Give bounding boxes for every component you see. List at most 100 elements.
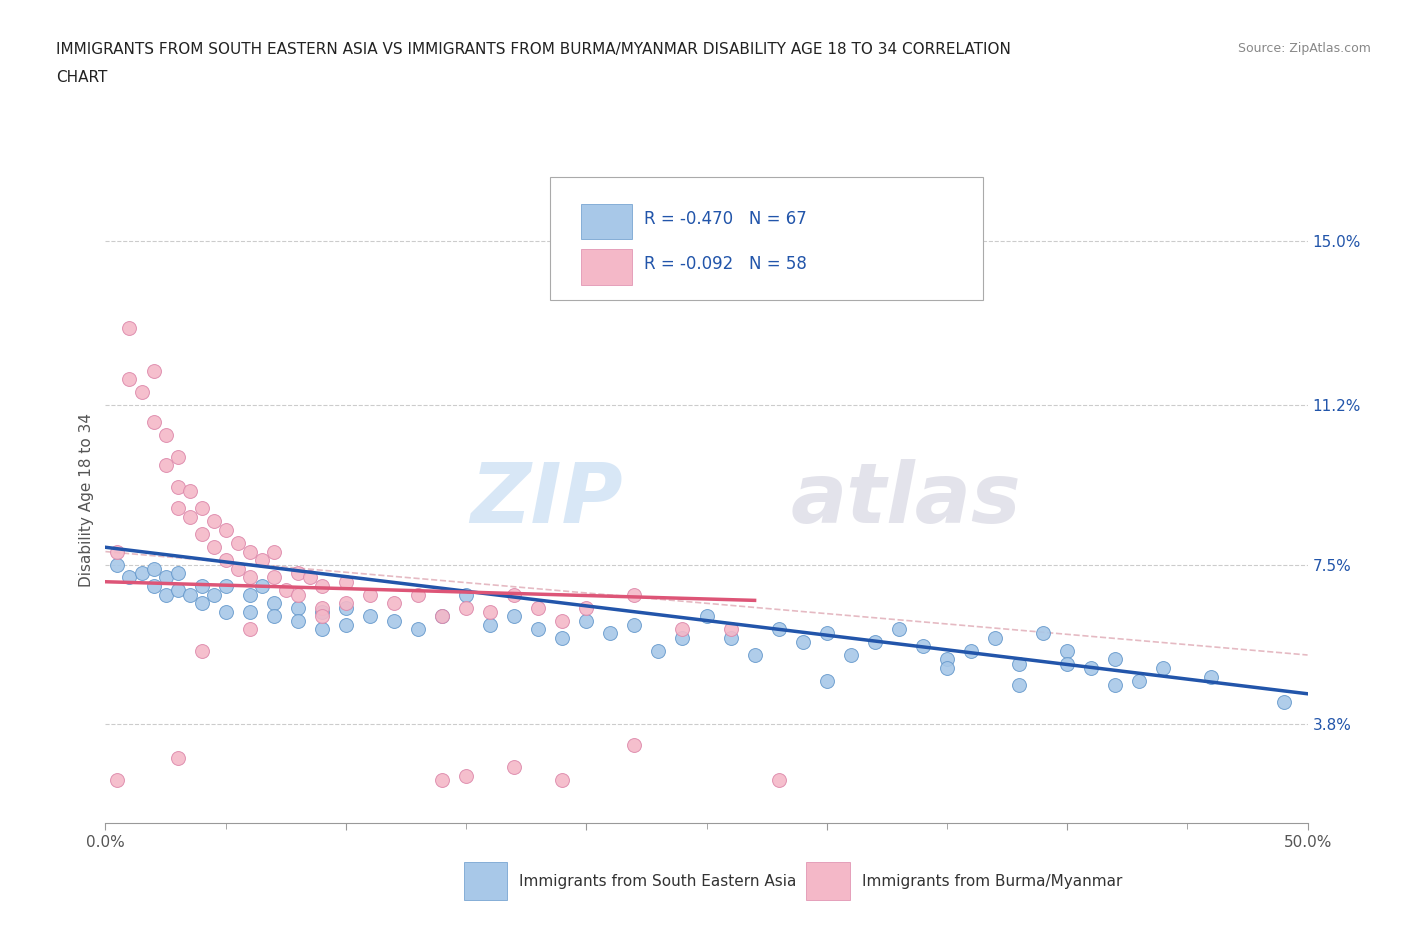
Point xyxy=(226,562,249,577)
Point xyxy=(720,631,742,645)
Point xyxy=(311,622,333,637)
Point xyxy=(118,570,141,585)
Point xyxy=(131,385,153,400)
Point xyxy=(406,622,429,637)
Point xyxy=(430,773,453,788)
Point xyxy=(107,544,129,559)
Point xyxy=(335,618,357,632)
Point xyxy=(936,652,959,667)
Point xyxy=(142,562,165,577)
Point xyxy=(768,622,790,637)
Point xyxy=(551,631,574,645)
Point xyxy=(335,575,357,590)
Point xyxy=(202,587,225,602)
FancyBboxPatch shape xyxy=(464,862,508,900)
Point xyxy=(239,622,262,637)
Point xyxy=(382,613,405,628)
Point xyxy=(623,618,645,632)
Point xyxy=(768,773,790,788)
Point xyxy=(984,631,1007,645)
Point xyxy=(1152,660,1174,675)
Point xyxy=(166,751,188,766)
Point xyxy=(287,613,309,628)
Point xyxy=(503,609,526,624)
Point xyxy=(142,364,165,379)
Point xyxy=(382,596,405,611)
Point xyxy=(599,626,621,641)
Point xyxy=(575,600,598,615)
Point xyxy=(166,449,188,464)
Point xyxy=(179,510,201,525)
Point xyxy=(107,557,129,572)
Point xyxy=(155,428,177,443)
Point xyxy=(815,673,838,688)
Point xyxy=(887,622,910,637)
Point xyxy=(479,604,502,619)
Point xyxy=(551,773,574,788)
Point xyxy=(131,565,153,580)
Point xyxy=(311,578,333,593)
Point xyxy=(274,583,297,598)
Point xyxy=(214,604,236,619)
Point xyxy=(623,738,645,753)
Text: R = -0.092   N = 58: R = -0.092 N = 58 xyxy=(644,255,807,273)
Text: atlas: atlas xyxy=(790,459,1021,540)
FancyBboxPatch shape xyxy=(582,204,631,239)
Point xyxy=(142,415,165,430)
Text: Source: ZipAtlas.com: Source: ZipAtlas.com xyxy=(1237,42,1371,55)
Point xyxy=(250,552,273,567)
Point xyxy=(107,773,129,788)
Point xyxy=(936,660,959,675)
Point xyxy=(503,760,526,775)
Text: CHART: CHART xyxy=(56,70,108,85)
Text: Immigrants from Burma/Myanmar: Immigrants from Burma/Myanmar xyxy=(862,873,1122,889)
Point xyxy=(696,609,718,624)
Point xyxy=(1080,660,1102,675)
Point xyxy=(239,604,262,619)
Point xyxy=(839,647,862,662)
Point xyxy=(406,587,429,602)
Point xyxy=(454,587,477,602)
Point xyxy=(311,609,333,624)
Point xyxy=(214,523,236,538)
Point xyxy=(190,501,212,516)
Point xyxy=(263,544,285,559)
Point xyxy=(239,587,262,602)
Point xyxy=(287,600,309,615)
Point xyxy=(263,570,285,585)
Point xyxy=(1008,657,1031,671)
Point xyxy=(815,626,838,641)
Point xyxy=(179,587,201,602)
Point xyxy=(1056,657,1078,671)
FancyBboxPatch shape xyxy=(806,862,849,900)
Point xyxy=(118,320,141,335)
Point xyxy=(287,587,309,602)
Point xyxy=(430,609,453,624)
Point xyxy=(1128,673,1150,688)
Point xyxy=(1104,652,1126,667)
Point xyxy=(239,570,262,585)
Point xyxy=(720,622,742,637)
Point xyxy=(863,634,886,649)
Point xyxy=(190,527,212,542)
Point xyxy=(155,587,177,602)
Point xyxy=(166,583,188,598)
Point xyxy=(1008,678,1031,693)
Point xyxy=(298,570,321,585)
Text: Immigrants from South Eastern Asia: Immigrants from South Eastern Asia xyxy=(519,873,796,889)
Point xyxy=(311,600,333,615)
Point xyxy=(911,639,934,654)
Point xyxy=(239,544,262,559)
Point xyxy=(454,768,477,783)
Point xyxy=(1272,695,1295,710)
Point xyxy=(359,609,381,624)
Point xyxy=(647,644,669,658)
FancyBboxPatch shape xyxy=(582,249,631,285)
Point xyxy=(744,647,766,662)
Point xyxy=(1056,644,1078,658)
Point xyxy=(575,613,598,628)
Point xyxy=(479,618,502,632)
Point xyxy=(527,600,550,615)
Point xyxy=(527,622,550,637)
Point xyxy=(287,565,309,580)
